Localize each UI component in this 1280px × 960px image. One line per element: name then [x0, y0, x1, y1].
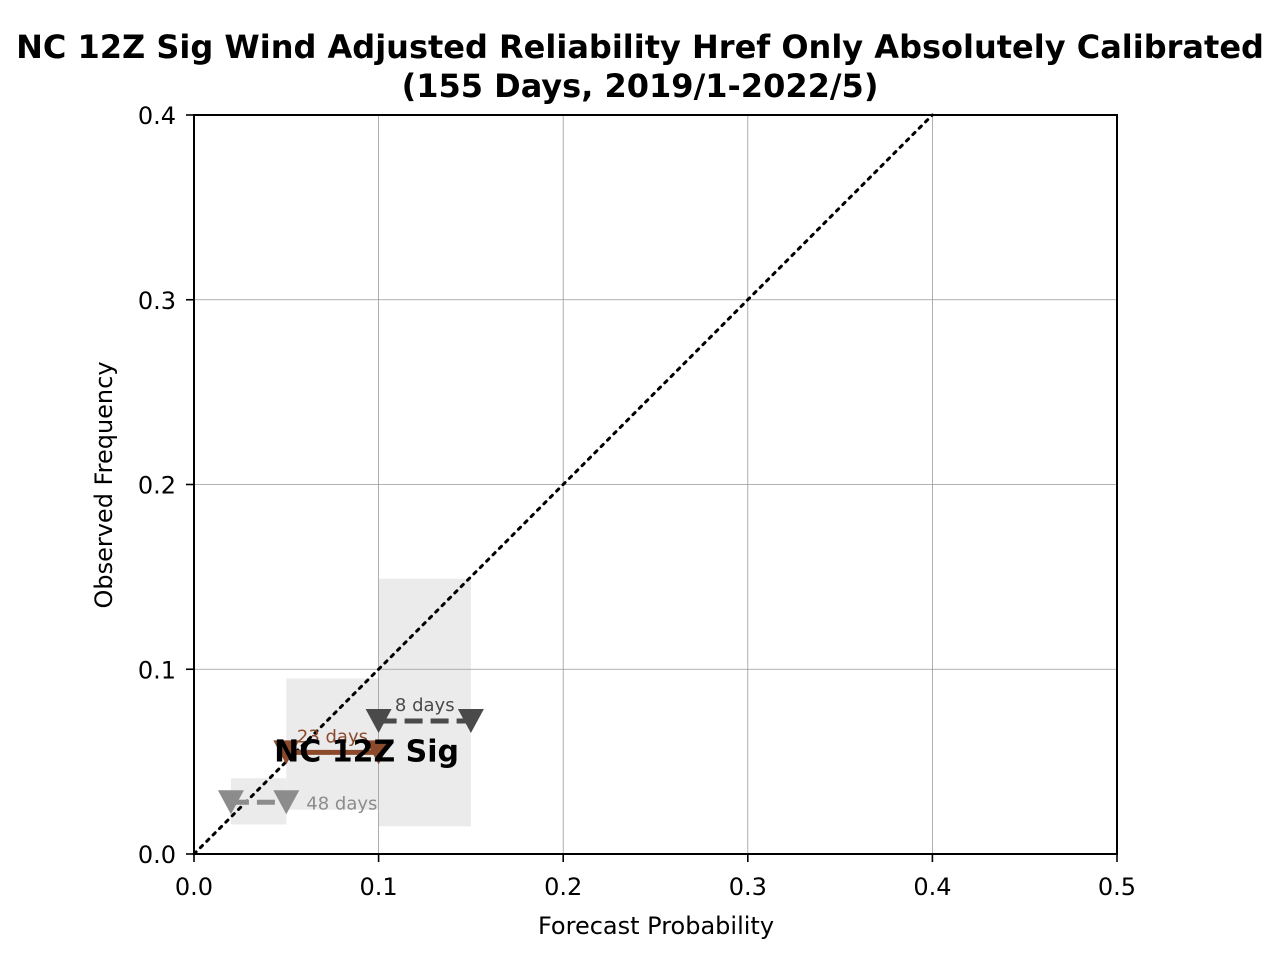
y-axis-label: Observed Frequency [90, 361, 118, 608]
inline-chart-label: NC 12Z Sig [274, 734, 459, 769]
y-tick-label: 0.1 [138, 656, 176, 684]
series-marker [365, 708, 392, 733]
perfect-reliability-line [192, 113, 934, 856]
series-marker [217, 790, 244, 815]
y-tick-label: 0.3 [138, 287, 176, 315]
series-label: 8 days [395, 695, 455, 716]
x-tick-label: 0.4 [913, 873, 951, 901]
x-tick-label: 0.0 [175, 873, 213, 901]
confidence-box-2 [378, 578, 471, 827]
series-marker [273, 740, 300, 765]
series-label: 48 days [306, 793, 377, 814]
x-tick-label: 0.1 [360, 873, 398, 901]
series-label: 23 days [297, 726, 368, 747]
chart-subtitle: (155 Days, 2019/1-2022/5) [401, 67, 879, 105]
series-marker [273, 790, 300, 815]
x-tick-label: 0.3 [729, 873, 767, 901]
confidence-box-1 [286, 678, 379, 810]
y-tick-label: 0.0 [138, 841, 176, 869]
x-tick-label: 0.2 [544, 873, 582, 901]
x-axis-label: Forecast Probability [538, 912, 774, 940]
x-tick-label: 0.5 [1098, 873, 1136, 901]
series-marker [365, 740, 392, 765]
y-tick-label: 0.2 [138, 472, 176, 500]
chart-title: NC 12Z Sig Wind Adjusted Reliability Hre… [16, 28, 1264, 66]
y-tick-label: 0.4 [138, 102, 176, 130]
series-marker [457, 708, 484, 733]
